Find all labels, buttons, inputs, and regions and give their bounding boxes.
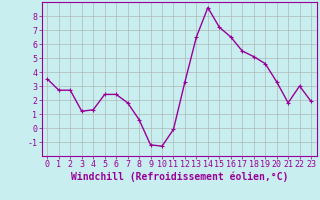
X-axis label: Windchill (Refroidissement éolien,°C): Windchill (Refroidissement éolien,°C) <box>70 172 288 182</box>
